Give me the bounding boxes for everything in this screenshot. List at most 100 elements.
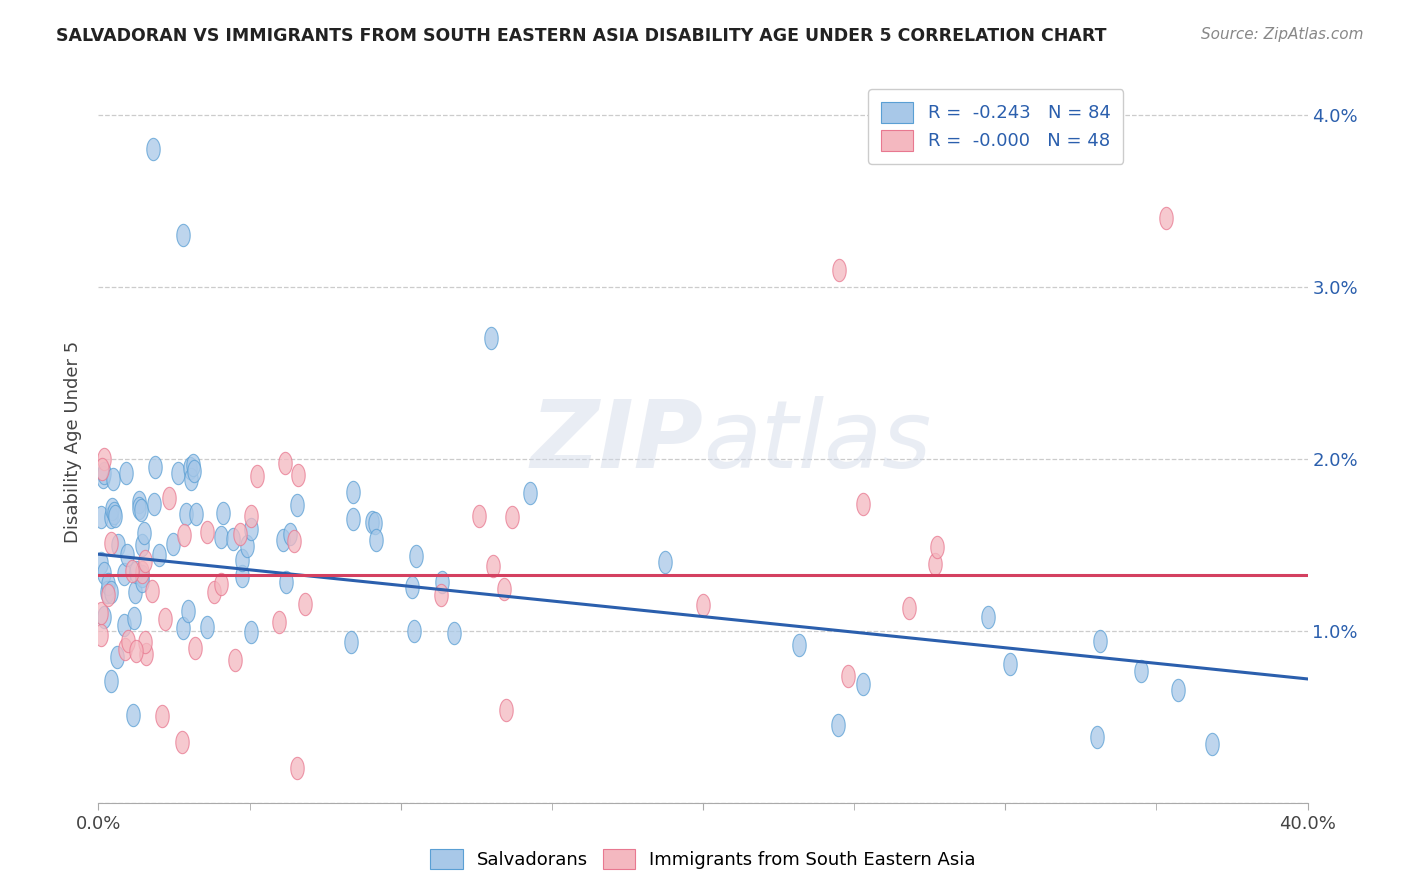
Point — [183, 458, 205, 472]
Point — [91, 470, 114, 484]
Point — [100, 510, 122, 524]
Point — [174, 507, 197, 521]
Point — [404, 624, 426, 638]
Point — [173, 528, 195, 542]
Point — [184, 641, 207, 656]
Point — [342, 484, 364, 499]
Point — [186, 507, 208, 521]
Point — [1090, 634, 1112, 648]
Point — [405, 549, 427, 563]
Point — [287, 467, 309, 482]
Point — [128, 501, 150, 516]
Point — [468, 508, 491, 523]
Point — [481, 331, 503, 345]
Point — [90, 462, 112, 476]
Y-axis label: Disability Age Under 5: Disability Age Under 5 — [65, 341, 83, 542]
Point — [202, 584, 225, 599]
Point — [364, 516, 387, 530]
Point — [125, 644, 148, 658]
Point — [172, 621, 194, 635]
Point — [276, 574, 298, 589]
Point — [148, 548, 170, 562]
Point — [482, 559, 505, 574]
Point — [117, 633, 139, 648]
Point — [294, 597, 316, 611]
Point — [827, 718, 849, 732]
Point — [828, 262, 851, 277]
Point — [114, 466, 136, 480]
Text: ZIP: ZIP — [530, 395, 703, 488]
Point — [96, 585, 118, 599]
Point — [183, 464, 205, 478]
Point — [283, 534, 305, 549]
Point — [93, 566, 115, 581]
Point — [1130, 665, 1153, 679]
Point — [103, 507, 125, 521]
Point — [837, 669, 859, 683]
Point — [519, 485, 541, 500]
Point — [141, 584, 163, 599]
Point — [90, 556, 112, 570]
Point — [209, 577, 232, 591]
Point — [93, 610, 115, 624]
Point — [179, 460, 201, 475]
Point — [925, 540, 948, 554]
Point — [239, 522, 262, 536]
Point — [97, 577, 120, 591]
Point — [100, 536, 122, 550]
Point — [177, 604, 200, 618]
Point — [143, 497, 166, 511]
Text: Source: ZipAtlas.com: Source: ZipAtlas.com — [1201, 27, 1364, 42]
Point — [692, 599, 714, 613]
Point — [105, 650, 128, 665]
Point — [93, 466, 115, 480]
Point — [112, 618, 135, 632]
Point — [195, 620, 218, 634]
Point — [121, 565, 143, 579]
Text: SALVADORAN VS IMMIGRANTS FROM SOUTH EASTERN ASIA DISABILITY AGE UNDER 5 CORRELAT: SALVADORAN VS IMMIGRANTS FROM SOUTH EAST… — [56, 27, 1107, 45]
Point — [132, 525, 155, 540]
Point — [167, 466, 190, 480]
Point — [131, 565, 153, 579]
Point — [101, 472, 124, 486]
Legend: Salvadorans, Immigrants from South Eastern Asia: Salvadorans, Immigrants from South Easte… — [420, 839, 986, 879]
Point — [104, 509, 127, 524]
Point — [101, 502, 124, 516]
Point — [278, 526, 301, 541]
Point — [128, 495, 150, 509]
Point — [342, 512, 364, 526]
Point — [112, 566, 135, 581]
Point — [222, 533, 245, 547]
Point — [157, 491, 180, 506]
Point — [117, 548, 139, 562]
Point — [285, 498, 308, 512]
Point — [236, 539, 259, 553]
Point — [129, 502, 152, 516]
Point — [1154, 211, 1177, 225]
Point — [212, 506, 235, 520]
Point — [246, 469, 269, 483]
Point — [501, 510, 523, 524]
Point — [122, 611, 145, 625]
Point — [239, 624, 262, 639]
Point — [131, 574, 153, 588]
Point — [274, 456, 297, 470]
Point — [851, 497, 873, 511]
Point — [142, 142, 165, 156]
Point — [1201, 737, 1223, 751]
Point — [134, 635, 156, 649]
Point — [924, 557, 946, 571]
Point — [898, 601, 921, 615]
Point — [443, 625, 465, 640]
Point — [654, 555, 676, 569]
Point — [150, 708, 173, 723]
Point — [114, 642, 136, 657]
Point — [153, 612, 176, 626]
Point — [107, 538, 129, 552]
Point — [231, 552, 253, 566]
Point — [430, 574, 453, 589]
Point — [162, 537, 184, 551]
Point — [93, 451, 115, 466]
Legend: R =  -0.243   N = 84, R =  -0.000   N = 48: R = -0.243 N = 84, R = -0.000 N = 48 — [868, 89, 1123, 163]
Point — [852, 676, 875, 690]
